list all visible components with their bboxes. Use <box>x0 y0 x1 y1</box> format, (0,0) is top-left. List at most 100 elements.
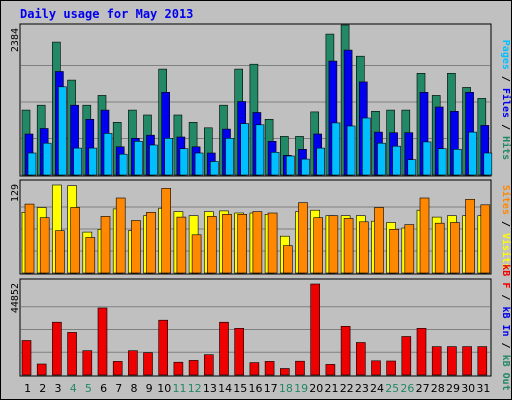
panel-1: 2384 Pages / Files / Hits <box>10 23 512 177</box>
bar-sites-day-29 <box>450 222 460 274</box>
bar-sites-day-8 <box>131 220 141 274</box>
bar-pages-day-11 <box>179 148 189 176</box>
bar-kb-f-day-1 <box>21 340 32 376</box>
x-tick-label-day-30: 30 <box>461 382 475 395</box>
legend-kb-f: kB F <box>500 264 511 288</box>
x-tick-label-day-3: 3 <box>55 382 62 395</box>
bar-kb-f-day-2 <box>36 363 47 376</box>
bar-pages-day-8 <box>134 141 143 176</box>
bar-sites-day-31 <box>480 204 491 274</box>
bar-kb-f-day-19 <box>295 360 305 376</box>
bar-pages-day-10 <box>164 138 173 176</box>
x-tick-label-day-2: 2 <box>39 382 46 395</box>
x-tick-label-day-21: 21 <box>325 382 339 395</box>
bar-sites-day-7 <box>115 197 126 274</box>
x-tick-label-day-28: 28 <box>431 382 445 395</box>
x-tick-label-day-6: 6 <box>100 382 107 395</box>
x-axis: 1 2 3 4 5 6 7 8 9 10 11 12 13 14 15 16 17 18 19 20 21 22 23 24 2… <box>24 382 490 395</box>
bar-pages-day-14 <box>225 138 234 176</box>
bar-kb-f-day-8 <box>128 350 138 376</box>
legend-separator: / <box>500 70 511 88</box>
bar-kb-f-day-12 <box>188 360 199 376</box>
bar-sites-day-25 <box>389 229 399 274</box>
legend-hits: Hits <box>500 136 512 160</box>
x-tick-label-day-14: 14 <box>218 382 232 395</box>
x-tick-label-day-31: 31 <box>476 382 490 395</box>
x-tick-label-day-24: 24 <box>370 382 384 395</box>
bar-kb-f-day-16 <box>249 362 260 376</box>
bar-pages-day-15 <box>240 123 249 176</box>
y-max-label: 44852 <box>10 283 21 313</box>
bar-pages-day-7 <box>118 153 128 176</box>
x-tick-label-day-8: 8 <box>131 382 138 395</box>
bar-sites-day-18 <box>282 245 293 274</box>
x-tick-label-day-13: 13 <box>203 382 217 395</box>
bar-kb-f-day-29 <box>447 346 457 376</box>
x-tick-label-day-19: 19 <box>294 382 308 395</box>
bar-kb-f-day-31 <box>477 346 488 376</box>
bar-pages-day-22 <box>346 125 356 176</box>
bar-kb-f-day-11 <box>173 361 184 376</box>
bar-sites-day-12 <box>191 234 202 274</box>
x-tick-label-day-27: 27 <box>416 382 430 395</box>
bar-kb-f-day-7 <box>112 361 123 376</box>
bar-pages-day-27 <box>422 141 432 176</box>
y-max-label: 2384 <box>10 28 21 52</box>
bar-sites-day-21 <box>328 215 339 274</box>
bar-pages-day-17 <box>270 152 280 176</box>
x-tick-label-day-11: 11 <box>173 382 187 395</box>
bar-pages-day-18 <box>285 155 295 176</box>
bar-pages-day-9 <box>149 144 158 176</box>
bar-kb-f-day-14 <box>219 321 229 376</box>
x-tick-label-day-29: 29 <box>446 382 460 395</box>
x-tick-label-day-1: 1 <box>24 382 31 395</box>
bar-kb-f-day-23 <box>355 342 366 376</box>
bar-sites-day-23 <box>358 221 369 274</box>
bar-kb-f-day-24 <box>371 360 381 376</box>
bar-sites-day-15 <box>237 214 247 274</box>
chart-title: Daily usage for May 2013 <box>20 7 193 21</box>
bar-sites-day-19 <box>298 202 308 274</box>
bar-sites-day-26 <box>404 224 415 274</box>
x-tick-label-day-22: 22 <box>340 382 354 395</box>
bar-sites-day-17 <box>267 212 278 274</box>
bar-sites-day-5 <box>85 237 96 274</box>
bar-sites-day-20 <box>313 217 324 274</box>
bar-kb-f-day-28 <box>431 346 442 376</box>
bar-kb-f-day-18 <box>279 368 290 376</box>
bar-sites-day-6 <box>100 216 111 274</box>
x-tick-label-day-16: 16 <box>249 382 263 395</box>
bar-sites-day-14 <box>222 214 232 274</box>
bar-pages-day-24 <box>377 142 386 176</box>
x-tick-label-day-10: 10 <box>157 382 171 395</box>
bar-sites-day-24 <box>374 207 384 274</box>
x-tick-label-day-25: 25 <box>385 382 399 395</box>
legend-files: Files <box>500 88 512 118</box>
bar-pages-day-20 <box>316 147 326 176</box>
bar-sites-day-28 <box>434 222 445 274</box>
bar-pages-day-31 <box>483 152 493 176</box>
x-tick-label-day-17: 17 <box>264 382 278 395</box>
bar-sites-day-16 <box>252 211 263 274</box>
bar-kb-f-day-20 <box>310 283 321 376</box>
legend-separator: / <box>500 118 511 136</box>
x-tick-label-day-23: 23 <box>355 382 369 395</box>
legend-separator: / <box>500 337 511 355</box>
bar-pages-day-29 <box>453 149 462 176</box>
legend-sites: Sites <box>500 185 512 215</box>
bar-kb-f-day-6 <box>97 307 108 376</box>
bar-pages-day-2 <box>42 142 52 176</box>
legend-separator: / <box>500 215 511 233</box>
bar-pages-day-4 <box>73 147 82 176</box>
bar-sites-day-30 <box>465 199 475 274</box>
bar-kb-f-day-30 <box>462 346 472 376</box>
bar-kb-f-day-27 <box>416 327 427 376</box>
bar-kb-f-day-17 <box>264 361 275 376</box>
panel-2: 129 Sites / Visits <box>10 179 512 275</box>
bar-pages-day-5 <box>88 147 98 176</box>
legend: kB F / kB In / kB Out <box>500 264 511 390</box>
bar-pages-day-30 <box>468 131 477 176</box>
bar-pages-day-28 <box>437 148 447 176</box>
bar-pages-day-3 <box>58 86 67 176</box>
